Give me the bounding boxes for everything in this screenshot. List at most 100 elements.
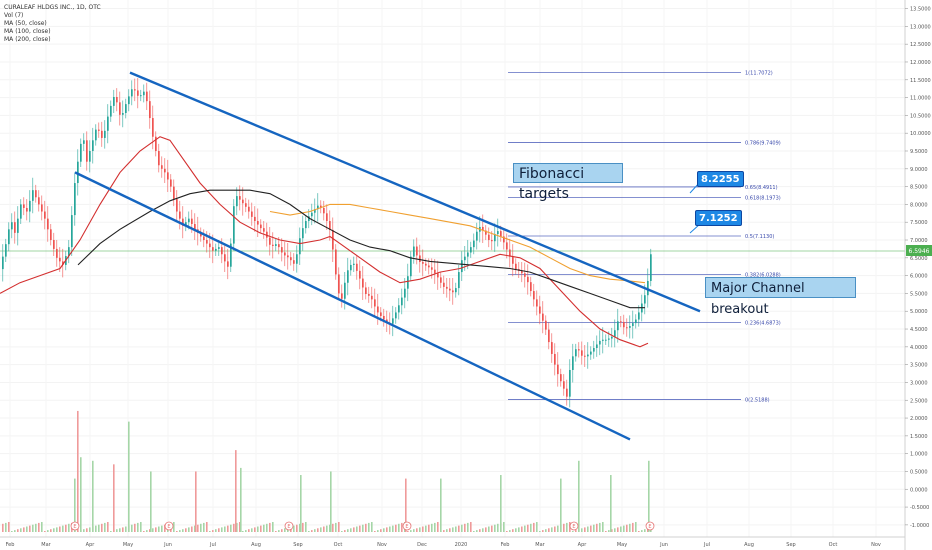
volume-bar xyxy=(608,530,610,532)
volume-bar xyxy=(200,523,202,532)
volume-bar xyxy=(341,531,343,532)
volume-bar xyxy=(329,524,331,532)
volume-bar xyxy=(98,524,100,532)
candle-body xyxy=(146,91,148,102)
candle-body xyxy=(617,321,619,331)
candle-body xyxy=(629,326,631,328)
price-tick-label: -0.5000 xyxy=(910,505,929,511)
volume-bar xyxy=(428,524,430,532)
price-tick-label: 11.0000 xyxy=(910,96,931,102)
candle-body xyxy=(113,96,115,106)
candle-body xyxy=(599,340,601,345)
candle-body xyxy=(335,249,337,275)
price-tick-label: 13.0000 xyxy=(910,24,931,30)
volume-bar xyxy=(551,527,553,532)
volume-bar xyxy=(311,530,313,532)
price-tick-label: 3.0000 xyxy=(910,380,928,386)
volume-bar xyxy=(332,523,334,532)
candle-body xyxy=(332,229,334,250)
candle-body xyxy=(347,270,349,283)
volume-bar xyxy=(134,523,136,532)
fibonacci-levels: 1(11.7072) 0.786(9.7409) 0.65(8.4911) 0.618… xyxy=(508,70,781,404)
volume-bar xyxy=(149,529,151,532)
volume-bar xyxy=(89,527,91,532)
volume-bar xyxy=(581,528,583,532)
volume-bar xyxy=(380,529,382,532)
candle-body xyxy=(239,196,241,200)
candle-body xyxy=(506,242,508,250)
volume-bar xyxy=(56,527,58,532)
volume-bar xyxy=(560,478,562,532)
earnings-marker-label: E xyxy=(648,524,651,530)
chart-legend: CURALEAF HLDGS INC., 1D, OTC Vol (7) MA … xyxy=(4,4,101,44)
candle-body xyxy=(596,344,598,349)
ma100-line xyxy=(269,203,646,284)
candle-body xyxy=(542,313,544,321)
volume-bar xyxy=(356,526,358,532)
candle-body xyxy=(17,218,19,233)
candle-body xyxy=(83,140,85,144)
volume-bar xyxy=(590,525,592,532)
candle-body xyxy=(293,260,295,264)
volume-bar xyxy=(416,528,418,532)
volume-bar xyxy=(150,471,152,532)
volume-bar xyxy=(458,525,460,532)
candle-body xyxy=(101,130,103,138)
candle-body xyxy=(176,199,178,212)
candle-body xyxy=(245,203,247,207)
volume-bar xyxy=(347,529,349,532)
volume-bar xyxy=(485,527,487,532)
volume-bar xyxy=(158,526,160,532)
ma200-indicator[interactable]: MA (200, close) xyxy=(4,36,51,43)
candle-body xyxy=(302,228,304,239)
candle-body xyxy=(509,249,511,257)
volume-bar xyxy=(41,522,43,532)
volume-bar xyxy=(578,460,580,532)
candle-body xyxy=(476,231,478,241)
candle-body xyxy=(20,204,22,219)
candle-body xyxy=(581,350,583,356)
candle-body xyxy=(23,204,25,208)
candle-body xyxy=(626,327,628,329)
price-tick-label: 5.0000 xyxy=(910,309,928,315)
ma100-indicator[interactable]: MA (100, close) xyxy=(4,28,51,35)
candle-body xyxy=(86,140,88,162)
volume-bar xyxy=(632,522,634,532)
candle-body xyxy=(383,315,385,320)
symbol-title: CURALEAF HLDGS INC., 1D, OTC xyxy=(4,4,101,11)
ma50-indicator[interactable]: MA (50, close) xyxy=(4,20,47,27)
candle-body xyxy=(143,91,145,96)
candle-body xyxy=(422,261,424,264)
candle-body xyxy=(602,339,604,341)
volume-bar xyxy=(254,527,256,532)
candle-body xyxy=(425,263,427,266)
candle-body xyxy=(317,205,319,210)
time-tick-label: May xyxy=(123,542,133,548)
earnings-marker xyxy=(402,521,412,531)
price-tick-label: 6.5000 xyxy=(910,256,928,262)
target-label-2[interactable]: 7.1252 xyxy=(695,210,742,226)
volume-bar xyxy=(308,531,310,532)
volume-bar xyxy=(146,530,148,532)
volume-bar xyxy=(530,523,532,532)
volume-bar xyxy=(572,531,574,532)
volume-bar xyxy=(110,531,112,532)
fibonacci-targets-note[interactable]: Fibonacci targets xyxy=(513,163,623,202)
volume-bar xyxy=(251,528,253,532)
candle-body xyxy=(446,286,448,289)
time-tick-label: Mar xyxy=(41,542,51,548)
candle-body xyxy=(161,165,163,169)
price-tick-label: -1.0000 xyxy=(910,523,929,529)
volume-bar xyxy=(398,523,400,532)
candle-body xyxy=(92,140,94,151)
target-label-1[interactable]: 8.2255 xyxy=(697,171,744,187)
channel-breakout-note[interactable]: Major Channel breakout xyxy=(705,277,856,317)
volume-bar xyxy=(278,530,280,532)
volume-bar xyxy=(488,526,490,532)
candle-body xyxy=(320,205,322,208)
candle-body xyxy=(371,295,373,300)
earnings-marker xyxy=(645,521,655,531)
volume-bar xyxy=(122,527,124,532)
vol-indicator[interactable]: Vol (7) xyxy=(4,12,24,19)
